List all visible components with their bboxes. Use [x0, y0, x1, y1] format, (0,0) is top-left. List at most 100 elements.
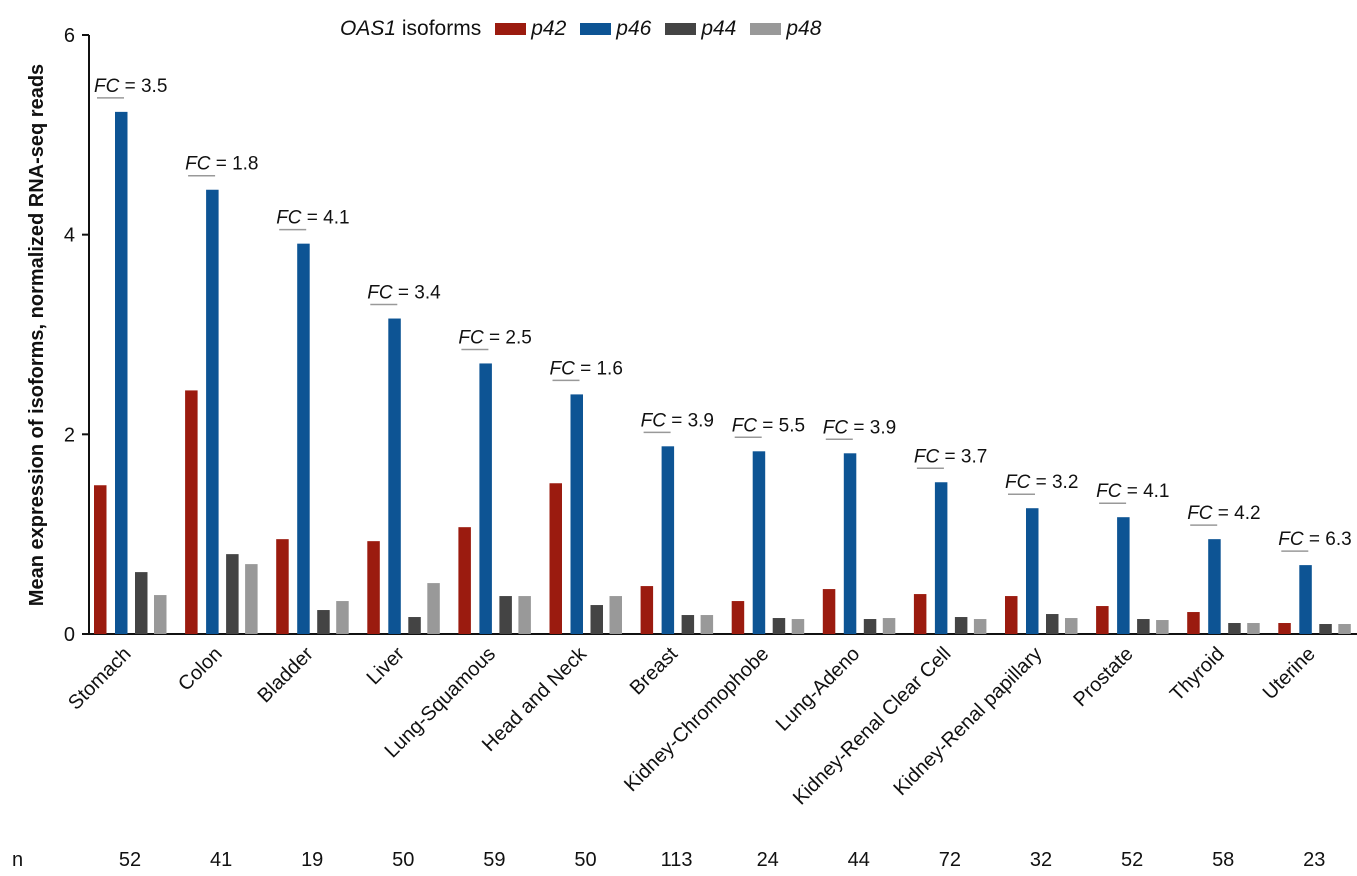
bar-p42 [1187, 612, 1200, 634]
fc-prefix: FC [1005, 472, 1031, 493]
bar-p48 [700, 615, 714, 634]
fc-prefix: FC [914, 446, 940, 467]
x-tick-label: Kidney-Renal papillary [889, 643, 1046, 800]
legend-swatch [580, 23, 612, 35]
bar-p48 [1065, 618, 1078, 634]
fc-label: FC = 4.2 [1187, 503, 1260, 524]
x-tick-label: Thyroid [1166, 643, 1229, 706]
bar-p44 [1137, 619, 1150, 634]
fc-prefix: FC [94, 76, 120, 97]
bar-p46 [1117, 517, 1130, 634]
legend-label: p42 [531, 17, 567, 40]
n-value: 32 [1030, 849, 1052, 871]
fc-prefix: FC [185, 154, 211, 175]
n-value: 50 [392, 849, 414, 871]
bar-p44 [772, 618, 786, 634]
legend: OAS1 isoforms p42 p46 p44 p48 [340, 16, 835, 42]
fc-prefix: FC [1096, 481, 1122, 502]
bar-p48 [791, 619, 805, 634]
x-tick-label: Liver [363, 643, 409, 689]
y-tick-label: 4 [64, 225, 75, 247]
bar-p46 [934, 482, 948, 634]
bar-p48 [882, 618, 896, 634]
legend-label: p48 [786, 17, 822, 40]
bar-p44 [863, 619, 877, 634]
fc-label: FC = 4.1 [276, 208, 349, 229]
fc-prefix: FC [367, 283, 393, 304]
bar-p44 [1319, 624, 1332, 634]
bar-p44 [681, 615, 695, 634]
fc-label: FC = 3.9 [823, 417, 896, 438]
x-tick-label: Prostate [1069, 643, 1137, 711]
bar-p48 [1247, 623, 1260, 634]
x-tick-label: Lung-Adeno [772, 643, 865, 736]
y-tick-label: 0 [64, 624, 75, 646]
bar-p48 [609, 596, 622, 634]
bar-p46 [388, 318, 401, 634]
bar-p44 [408, 617, 421, 634]
fc-value: = 5.5 [757, 415, 805, 436]
legend-item-p44: p44 [665, 17, 736, 41]
fc-label: FC = 3.5 [94, 76, 167, 97]
legend-title: OAS1 isoforms [340, 17, 482, 40]
x-tick-label: Stomach [64, 643, 135, 714]
x-tick-label: Kidney-Renal Clear Cell [789, 643, 955, 809]
bar-p44 [135, 572, 148, 634]
bar-p46 [1208, 539, 1221, 634]
bar-p48 [245, 564, 258, 634]
y-axis-label: Mean expression of isoforms, normalized … [26, 64, 48, 606]
fc-value: = 3.7 [939, 446, 987, 467]
y-tick-label: 2 [64, 424, 75, 446]
x-tick-label: Colon [174, 643, 227, 696]
fc-prefix: FC [1187, 503, 1213, 524]
bar-p44 [317, 610, 330, 634]
bar-p46 [479, 363, 492, 634]
n-value: 52 [119, 849, 141, 871]
bar-p42 [913, 594, 927, 634]
legend-item-p46: p46 [580, 17, 651, 41]
fc-value: = 6.3 [1304, 529, 1352, 550]
legend-swatch [750, 23, 782, 35]
fc-label: FC = 3.2 [1005, 472, 1078, 493]
bar-p46 [570, 394, 583, 634]
fc-value: = 3.4 [393, 283, 441, 304]
bar-p46 [115, 111, 128, 635]
bar-p46 [752, 451, 766, 634]
bar-p48 [154, 595, 167, 634]
n-value: 44 [848, 849, 870, 871]
fc-prefix: FC [458, 327, 484, 348]
n-value: 19 [301, 849, 323, 871]
x-tick-label: Bladder [253, 643, 318, 708]
bars-group [94, 111, 1351, 635]
bar-p44 [1228, 623, 1241, 634]
bar-p42 [1096, 606, 1109, 634]
bar-p44 [1046, 614, 1059, 634]
fc-annotations: FC = 3.5FC = 1.8FC = 4.1FC = 3.4FC = 2.5… [94, 76, 1352, 552]
bar-p42 [549, 483, 562, 634]
bar-p46 [1299, 565, 1312, 634]
bar-p48 [336, 601, 349, 634]
legend-item-p48: p48 [750, 17, 821, 41]
n-value: 23 [1303, 849, 1325, 871]
legend-label: p46 [616, 17, 652, 40]
x-tick-label: Uterine [1259, 643, 1320, 704]
bar-p46 [661, 446, 675, 634]
n-value: 50 [574, 849, 596, 871]
fc-value: = 3.2 [1030, 472, 1078, 493]
fc-label: FC = 2.5 [458, 327, 531, 348]
fc-value: = 1.6 [575, 358, 623, 379]
n-value: 24 [757, 849, 779, 871]
n-value: 41 [210, 849, 232, 871]
bar-p42 [1005, 596, 1018, 634]
bar-p48 [1156, 620, 1169, 634]
bar-p44 [226, 554, 239, 634]
fc-prefix: FC [641, 410, 667, 431]
y-axis: 0 2 4 6 [64, 25, 90, 646]
fc-prefix: FC [550, 358, 576, 379]
bar-p42 [367, 541, 380, 634]
bar-p48 [518, 596, 531, 634]
fc-value: = 1.8 [210, 154, 258, 175]
fc-value: = 3.9 [666, 410, 714, 431]
fc-value: = 3.9 [848, 417, 896, 438]
